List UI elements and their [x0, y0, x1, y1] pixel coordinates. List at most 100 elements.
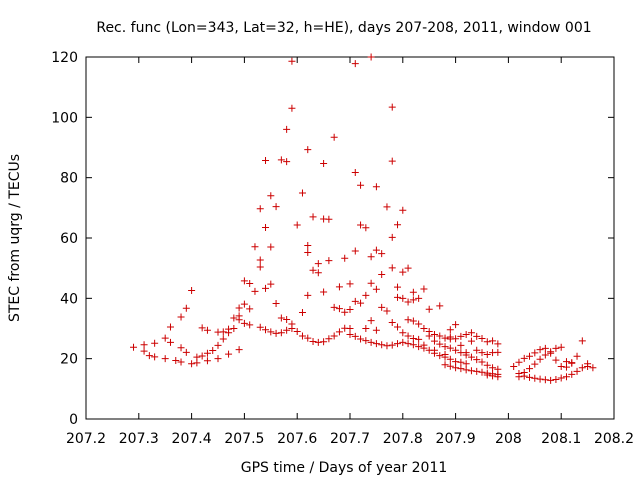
y-tick-label: 20 — [60, 352, 78, 368]
data-point — [415, 335, 423, 343]
data-point — [378, 250, 386, 258]
data-point — [309, 266, 317, 274]
data-point — [320, 338, 328, 346]
data-point — [372, 285, 380, 293]
data-point — [203, 349, 211, 357]
data-point — [473, 346, 481, 354]
data-point — [351, 169, 359, 177]
data-point — [330, 133, 338, 141]
data-point — [267, 243, 275, 251]
data-points — [130, 53, 597, 384]
data-point — [457, 358, 465, 366]
data-point — [409, 296, 417, 304]
y-tick-label: 60 — [60, 231, 78, 247]
data-point — [367, 317, 375, 325]
data-point — [536, 355, 544, 363]
data-point — [388, 103, 396, 111]
data-point — [420, 285, 428, 293]
data-point — [552, 356, 560, 364]
data-point — [166, 323, 174, 331]
data-point — [214, 355, 222, 363]
data-point — [362, 325, 370, 332]
data-point — [367, 279, 375, 287]
data-point — [557, 374, 565, 382]
data-point — [372, 326, 380, 334]
data-point — [188, 286, 196, 294]
data-point — [483, 350, 491, 358]
data-point — [367, 53, 375, 61]
data-point — [372, 183, 380, 191]
data-point — [483, 371, 491, 379]
data-point — [314, 338, 322, 346]
data-point — [177, 344, 185, 352]
data-point — [225, 350, 233, 358]
data-point — [346, 305, 354, 313]
data-point — [489, 337, 497, 345]
data-point — [346, 331, 354, 339]
data-point — [272, 203, 280, 211]
data-point — [372, 340, 380, 348]
data-point — [526, 373, 534, 381]
x-tick-label: 207.4 — [172, 431, 212, 447]
data-point — [473, 356, 481, 364]
data-point — [436, 332, 444, 340]
data-point — [272, 299, 280, 307]
data-point — [251, 243, 259, 251]
data-point — [473, 367, 481, 375]
data-point — [462, 349, 470, 357]
data-point — [240, 319, 248, 327]
data-point — [262, 156, 270, 164]
data-point — [409, 341, 417, 349]
data-point — [325, 257, 333, 265]
y-tick-label: 100 — [51, 110, 78, 126]
y-axis-title: STEC from uqrg / TECUs — [7, 154, 23, 322]
data-point — [446, 333, 454, 341]
data-point — [140, 347, 148, 355]
data-point — [452, 358, 460, 366]
data-point — [130, 343, 138, 351]
data-point — [172, 356, 180, 364]
data-point — [298, 189, 306, 197]
data-point — [573, 367, 581, 375]
data-point — [256, 205, 264, 213]
data-point — [430, 331, 438, 339]
data-point — [399, 338, 407, 346]
data-point — [235, 346, 243, 354]
x-tick-label: 207.5 — [224, 431, 264, 447]
data-point — [246, 321, 254, 329]
data-point — [462, 331, 470, 339]
data-point — [272, 329, 280, 337]
data-point — [351, 297, 359, 305]
data-point — [557, 363, 565, 371]
data-point — [309, 337, 317, 345]
x-tick-label: 207.6 — [277, 431, 317, 447]
data-point — [372, 246, 380, 254]
data-point — [341, 254, 349, 262]
data-point — [547, 376, 555, 384]
data-point — [330, 332, 338, 340]
data-point — [531, 349, 539, 357]
data-point — [478, 358, 486, 366]
x-axis-title: GPS time / Days of year 2011 — [241, 460, 448, 476]
data-point — [388, 157, 396, 165]
data-point — [283, 158, 291, 166]
x-tick-label: 207.3 — [119, 431, 159, 447]
data-point — [362, 337, 370, 345]
data-point — [441, 334, 449, 342]
data-point — [304, 334, 312, 342]
data-point — [357, 221, 365, 229]
data-point — [452, 346, 460, 354]
data-point — [394, 221, 402, 229]
data-point — [409, 334, 417, 342]
data-point — [452, 321, 460, 329]
data-point — [283, 326, 291, 334]
data-point — [394, 323, 402, 331]
data-point — [246, 280, 254, 288]
data-point — [378, 303, 386, 311]
y-tick-label: 0 — [69, 412, 78, 428]
data-point — [351, 60, 359, 68]
data-point — [436, 302, 444, 310]
data-point — [394, 340, 402, 348]
data-point — [151, 339, 159, 347]
data-point — [251, 287, 259, 295]
